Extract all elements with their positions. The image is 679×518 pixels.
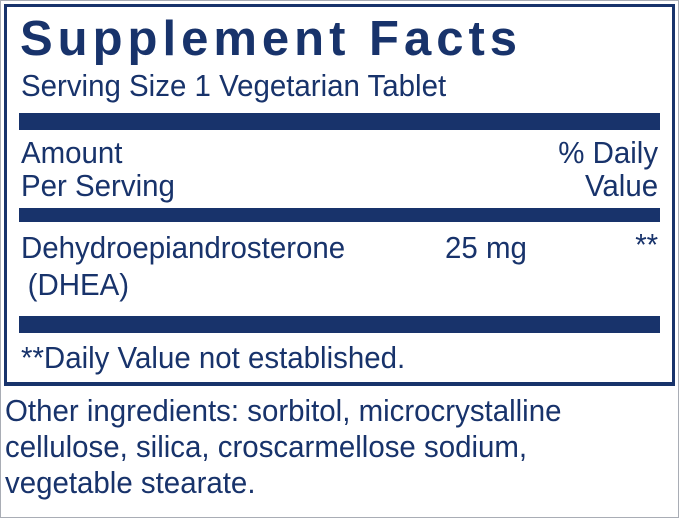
table-row: Dehydroepiandrosterone (DHEA) 25 mg ** — [21, 227, 659, 303]
other-ingredients-paragraph: Other ingredients: sorbitol, microcrysta… — [5, 393, 591, 501]
ingredient-name-line1: Dehydroepiandrosterone — [21, 230, 346, 265]
daily-value-header: % Daily Value — [558, 136, 658, 202]
amount-per-serving-header: Amount Per Serving — [21, 136, 175, 202]
other-ingredients-line2: cellulose, silica, croscarmellose sodium… — [5, 429, 528, 464]
panel-title: Supplement Facts — [20, 12, 523, 66]
divider-bar-header — [19, 208, 660, 222]
daily-value-header-line1: % Daily — [558, 135, 658, 170]
ingredient-daily-value: ** — [635, 227, 658, 262]
daily-value-header-line2: Value — [584, 168, 658, 203]
supplement-facts-panel: Supplement Facts Serving Size 1 Vegetari… — [4, 4, 675, 386]
divider-bar-thick-bottom — [19, 316, 660, 333]
serving-size-text: Serving Size 1 Vegetarian Tablet — [21, 68, 447, 103]
divider-bar-thick-top — [19, 113, 660, 130]
column-header-row: Amount Per Serving % Daily Value — [21, 136, 658, 202]
daily-value-footnote: **Daily Value not established. — [21, 340, 406, 375]
other-ingredients-line1: Other ingredients: sorbitol, microcrysta… — [5, 393, 562, 428]
amount-header-line2: Per Serving — [21, 168, 175, 203]
other-ingredients-line3: vegetable stearate. — [5, 465, 256, 500]
ingredient-amount: 25 mg — [445, 230, 527, 265]
ingredient-name-line2: (DHEA) — [27, 267, 130, 302]
amount-header-line1: Amount — [21, 135, 123, 170]
